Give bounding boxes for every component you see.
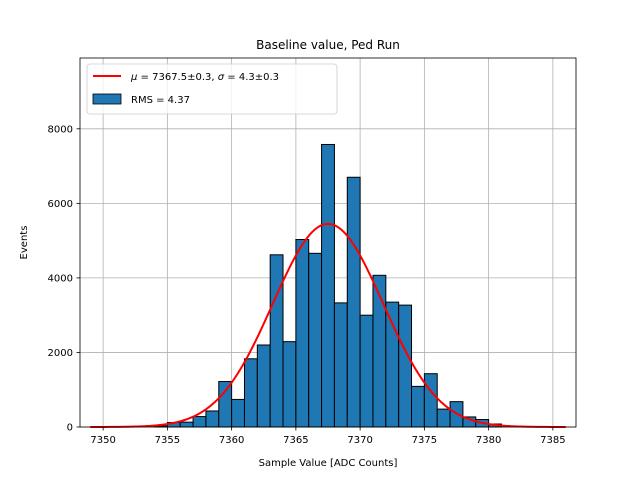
legend-box [86,63,338,115]
histogram-bar [243,358,258,428]
histogram-bar [321,143,335,428]
legend-fit-label: μ = 7367.5±0.3, σ = 4.3±0.3 [130,72,279,83]
y-axis-label: Events [19,226,30,260]
histogram-bar [295,239,310,428]
gaussian-fit [90,222,566,428]
histogram-bar [231,398,245,428]
x-tick-label: 7385 [540,435,565,446]
histogram-bar [385,301,400,428]
histogram-bar [411,385,425,428]
legend-sigma-symbol: σ [218,72,225,83]
x-tick-label: 7370 [347,435,372,446]
histogram-bar [359,314,374,428]
y-tick-label: 8000 [48,124,73,135]
plot-frame [79,57,577,428]
legend-mu-text: = 7367.5±0.3, [137,72,217,83]
fit-curve [90,222,566,428]
legend-sigma-text: = 4.3±0.3 [224,72,279,83]
x-tick-label: 7380 [476,435,501,446]
histogram-bar [192,416,207,428]
x-tick-label: 7355 [155,435,180,446]
y-tick-label: 0 [67,423,73,434]
histogram-bar [346,176,361,428]
histogram-bar [308,252,323,428]
histogram-bar [436,408,451,428]
legend-mu-symbol: μ [130,72,137,83]
x-tick-label: 7365 [283,435,308,446]
y-axis: 0 2000 4000 6000 8000 [48,124,80,434]
histogram-bar [282,341,297,428]
histogram-bar [218,381,233,428]
histogram-bar [269,254,284,428]
y-tick-label: 6000 [48,199,73,210]
legend-hist-swatch [92,93,122,105]
x-tick-label: 7375 [412,435,437,446]
x-axis-label: Sample Value [ADC Counts] [259,458,398,469]
histogram-bar [205,410,220,428]
y-tick-label: 2000 [48,348,73,359]
histogram-bar [423,373,438,428]
histogram-bar [398,304,413,428]
legend-hist-label: RMS = 4.37 [131,95,190,106]
legend: μ = 7367.5±0.3, σ = 4.3±0.3 RMS = 4.37 [86,63,338,115]
histogram-bar [179,421,194,428]
y-tick-label: 4000 [48,273,73,284]
histogram-bar [333,302,348,428]
chart-title: Baseline value, Ped Run [256,38,400,52]
x-tick-label: 7350 [90,435,115,446]
x-tick-label: 7360 [219,435,244,446]
x-axis: 7350 7355 7360 7365 7370 7375 7380 7385 [90,427,566,446]
histogram-bar [256,344,271,428]
histogram-bar [372,274,387,428]
